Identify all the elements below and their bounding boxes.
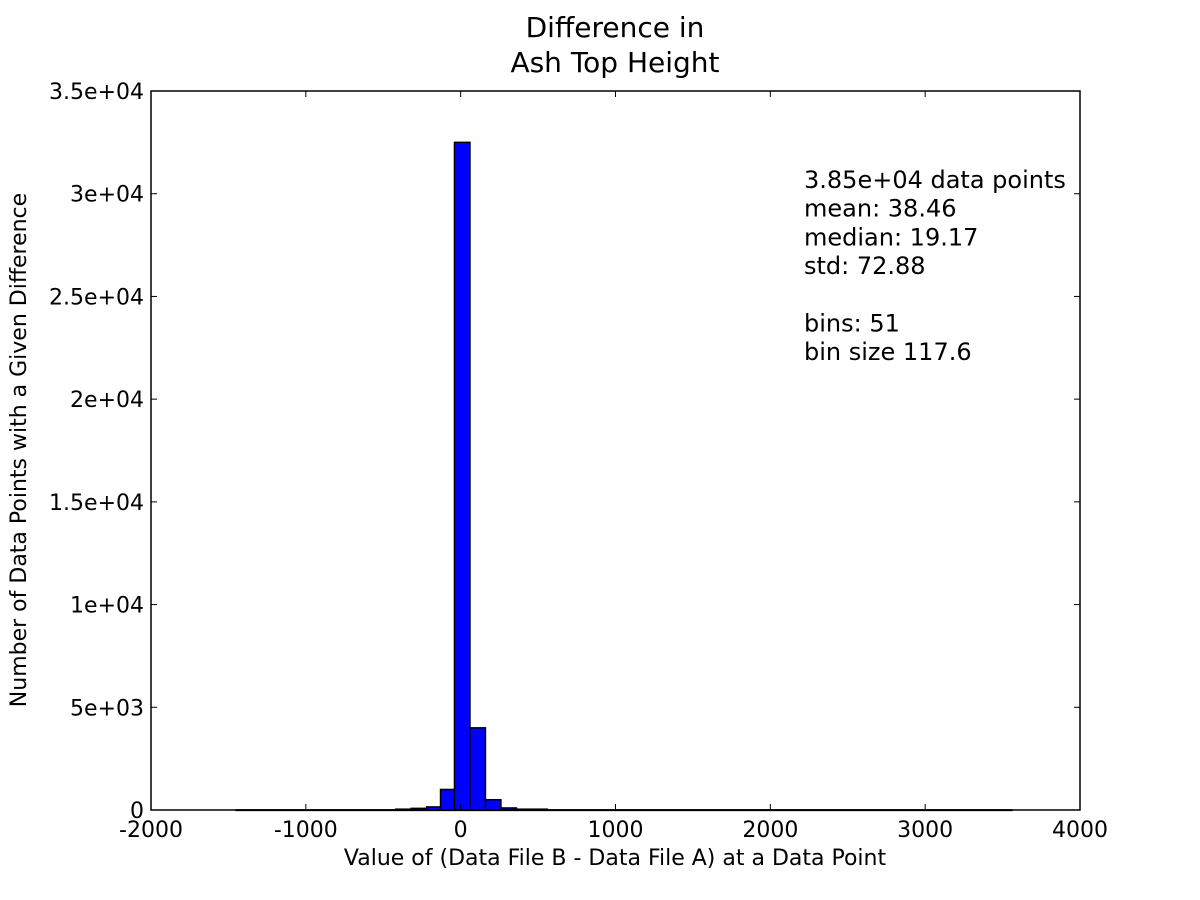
x-tick-label-4: 2000 — [742, 818, 798, 843]
x-tick-label-1: -1000 — [274, 818, 338, 843]
stats-line-5: bins: 51 — [804, 310, 900, 338]
axis-ticks — [150, 90, 1081, 811]
stats-line-0: 3.85e+04 data points — [804, 166, 1066, 194]
y-tick-label-2: 1e+04 — [70, 594, 144, 619]
histogram-bar-5 — [453, 141, 471, 811]
chart-title-line-2: Ash Top Height — [510, 46, 719, 79]
stats-line-2: median: 19.17 — [804, 223, 978, 251]
histogram-bar-4 — [439, 788, 457, 811]
x-tick-label-5: 3000 — [897, 818, 953, 843]
y-tick-label-5: 2.5e+04 — [49, 285, 144, 310]
y-tick-label-1: 5e+03 — [70, 696, 144, 721]
x-axis-label: Value of (Data File B - Data File A) at … — [344, 846, 887, 871]
y-tick-label-0: 0 — [130, 799, 144, 824]
stats-line-6: bin size 117.6 — [804, 338, 972, 366]
x-tick-label-6: 4000 — [1052, 818, 1108, 843]
x-tick-label-3: 1000 — [588, 818, 644, 843]
stats-line-1: mean: 38.46 — [804, 195, 956, 223]
x-tick-label-0: -2000 — [119, 818, 183, 843]
axis-tick-labels: -2000 -1000 0 1000 2000 3000 4000 0 5e+03 1e+04 1.… — [49, 80, 1108, 843]
chart-title-line-1: Difference in — [526, 11, 705, 44]
histogram-bar-6 — [469, 727, 487, 811]
y-tick-label-4: 2e+04 — [70, 388, 144, 413]
y-tick-label-7: 3.5e+04 — [49, 80, 144, 105]
y-axis-label: Number of Data Points with a Given Diffe… — [7, 193, 32, 707]
stats-line-3: std: 72.88 — [804, 252, 926, 280]
y-tick-label-6: 3e+04 — [70, 183, 144, 208]
y-tick-label-3: 1.5e+04 — [49, 491, 144, 516]
x-tick-label-2: 0 — [454, 818, 468, 843]
histogram-bar-7 — [484, 798, 502, 811]
